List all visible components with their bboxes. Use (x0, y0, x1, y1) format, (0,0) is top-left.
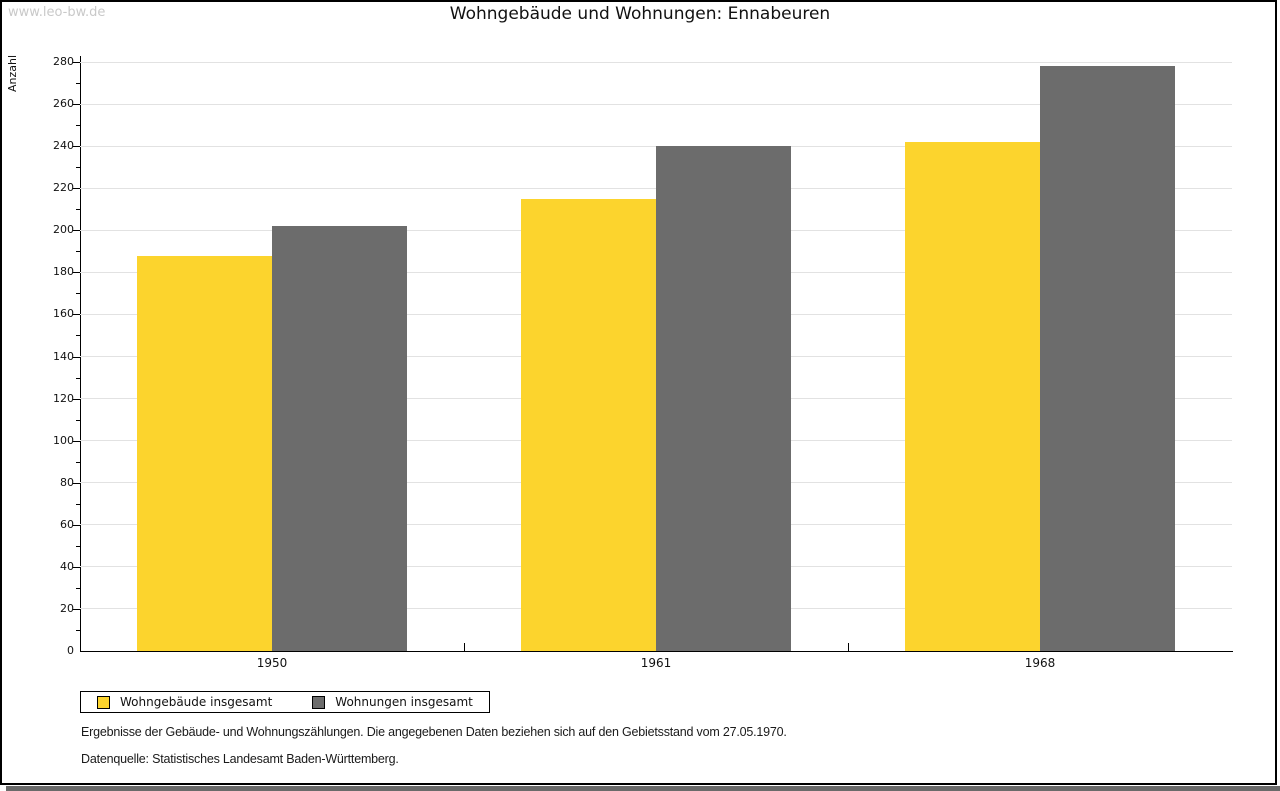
plot-area: 0 20 40 60 80 100 120 140 160 180 200 220 240 260 280 1… (53, 55, 1232, 670)
legend-item: Wohnungen insgesamt (312, 695, 473, 709)
y-tick-label: 20 (60, 601, 74, 615)
legend-swatch-icon (97, 695, 110, 709)
category-boundary-tick (464, 643, 465, 651)
gridline (80, 145, 1232, 147)
y-tick-label: 160 (53, 307, 74, 321)
y-tick-label: 280 (53, 55, 74, 68)
y-minor-tick (76, 377, 80, 379)
bar-wohngebäude-1968 (905, 141, 1040, 651)
bar-wohngebäude-1961 (521, 198, 656, 651)
category-boundary-tick (848, 643, 849, 651)
y-minor-tick (76, 125, 80, 127)
y-tick-label: 0 (67, 644, 74, 657)
footnote-source-note: Ergebnisse der Gebäude- und Wohnungszähl… (81, 725, 787, 739)
y-major-tick (73, 314, 80, 316)
y-minor-tick (76, 419, 80, 421)
x-axis-line (80, 651, 1233, 652)
y-minor-tick (76, 545, 80, 547)
bar-wohnungen-1968 (1040, 66, 1175, 651)
legend: Wohngebäude insgesamt Wohnungen insgesamt (80, 691, 490, 713)
y-minor-tick (76, 335, 80, 337)
y-major-tick (73, 608, 80, 610)
y-minor-tick (76, 629, 80, 631)
bar-wohnungen-1950 (272, 226, 407, 651)
y-tick-label: 180 (53, 265, 74, 279)
footnote-data-source: Datenquelle: Statistisches Landesamt Bad… (81, 752, 399, 766)
y-major-tick (73, 482, 80, 484)
chart-title: Wohngebäude und Wohnungen: Ennabeuren (449, 4, 831, 24)
legend-label: Wohnungen insgesamt (335, 695, 473, 709)
window-shadow (6, 786, 1280, 791)
legend-item: Wohngebäude insgesamt (97, 695, 272, 709)
y-axis-line (80, 56, 81, 651)
gridline (80, 103, 1232, 105)
y-major-tick (73, 356, 80, 358)
y-tick-label: 220 (53, 181, 74, 195)
y-minor-tick (76, 293, 80, 295)
y-minor-tick (76, 251, 80, 253)
y-tick-label: 140 (53, 349, 74, 363)
y-minor-tick (76, 83, 80, 85)
legend-label: Wohngebäude insgesamt (120, 695, 273, 709)
y-major-tick (73, 272, 80, 274)
y-tick-label: 240 (53, 139, 74, 153)
y-minor-tick (76, 461, 80, 463)
y-tick-label: 260 (53, 97, 74, 111)
y-tick-label: 60 (60, 517, 74, 531)
y-minor-tick (76, 167, 80, 169)
y-axis-label: Anzahl (6, 54, 19, 92)
y-major-tick (73, 62, 80, 63)
y-tick-label: 200 (53, 223, 74, 237)
watermark: www.leo-bw.de (8, 5, 106, 20)
y-major-tick (73, 566, 80, 568)
y-major-tick (73, 440, 80, 442)
bar-wohngebäude-1950 (137, 255, 272, 651)
x-category-label: 1968 (1024, 656, 1056, 670)
y-minor-tick (76, 209, 80, 211)
gridline (80, 61, 1232, 63)
y-major-tick (73, 188, 80, 190)
y-major-tick (73, 524, 80, 526)
y-major-tick (73, 230, 80, 232)
legend-swatch-icon (312, 695, 326, 709)
x-category-label: 1950 (256, 656, 288, 670)
y-tick-label: 100 (53, 433, 74, 447)
y-minor-tick (76, 503, 80, 505)
y-tick-label: 120 (53, 391, 74, 405)
y-tick-label: 80 (60, 475, 74, 489)
y-major-tick (73, 104, 80, 106)
y-major-tick (73, 146, 80, 148)
y-minor-tick (76, 587, 80, 589)
y-tick-label: 40 (60, 559, 74, 573)
bar-wohnungen-1961 (656, 146, 791, 651)
x-category-label: 1961 (640, 656, 672, 670)
y-major-tick (73, 398, 80, 400)
